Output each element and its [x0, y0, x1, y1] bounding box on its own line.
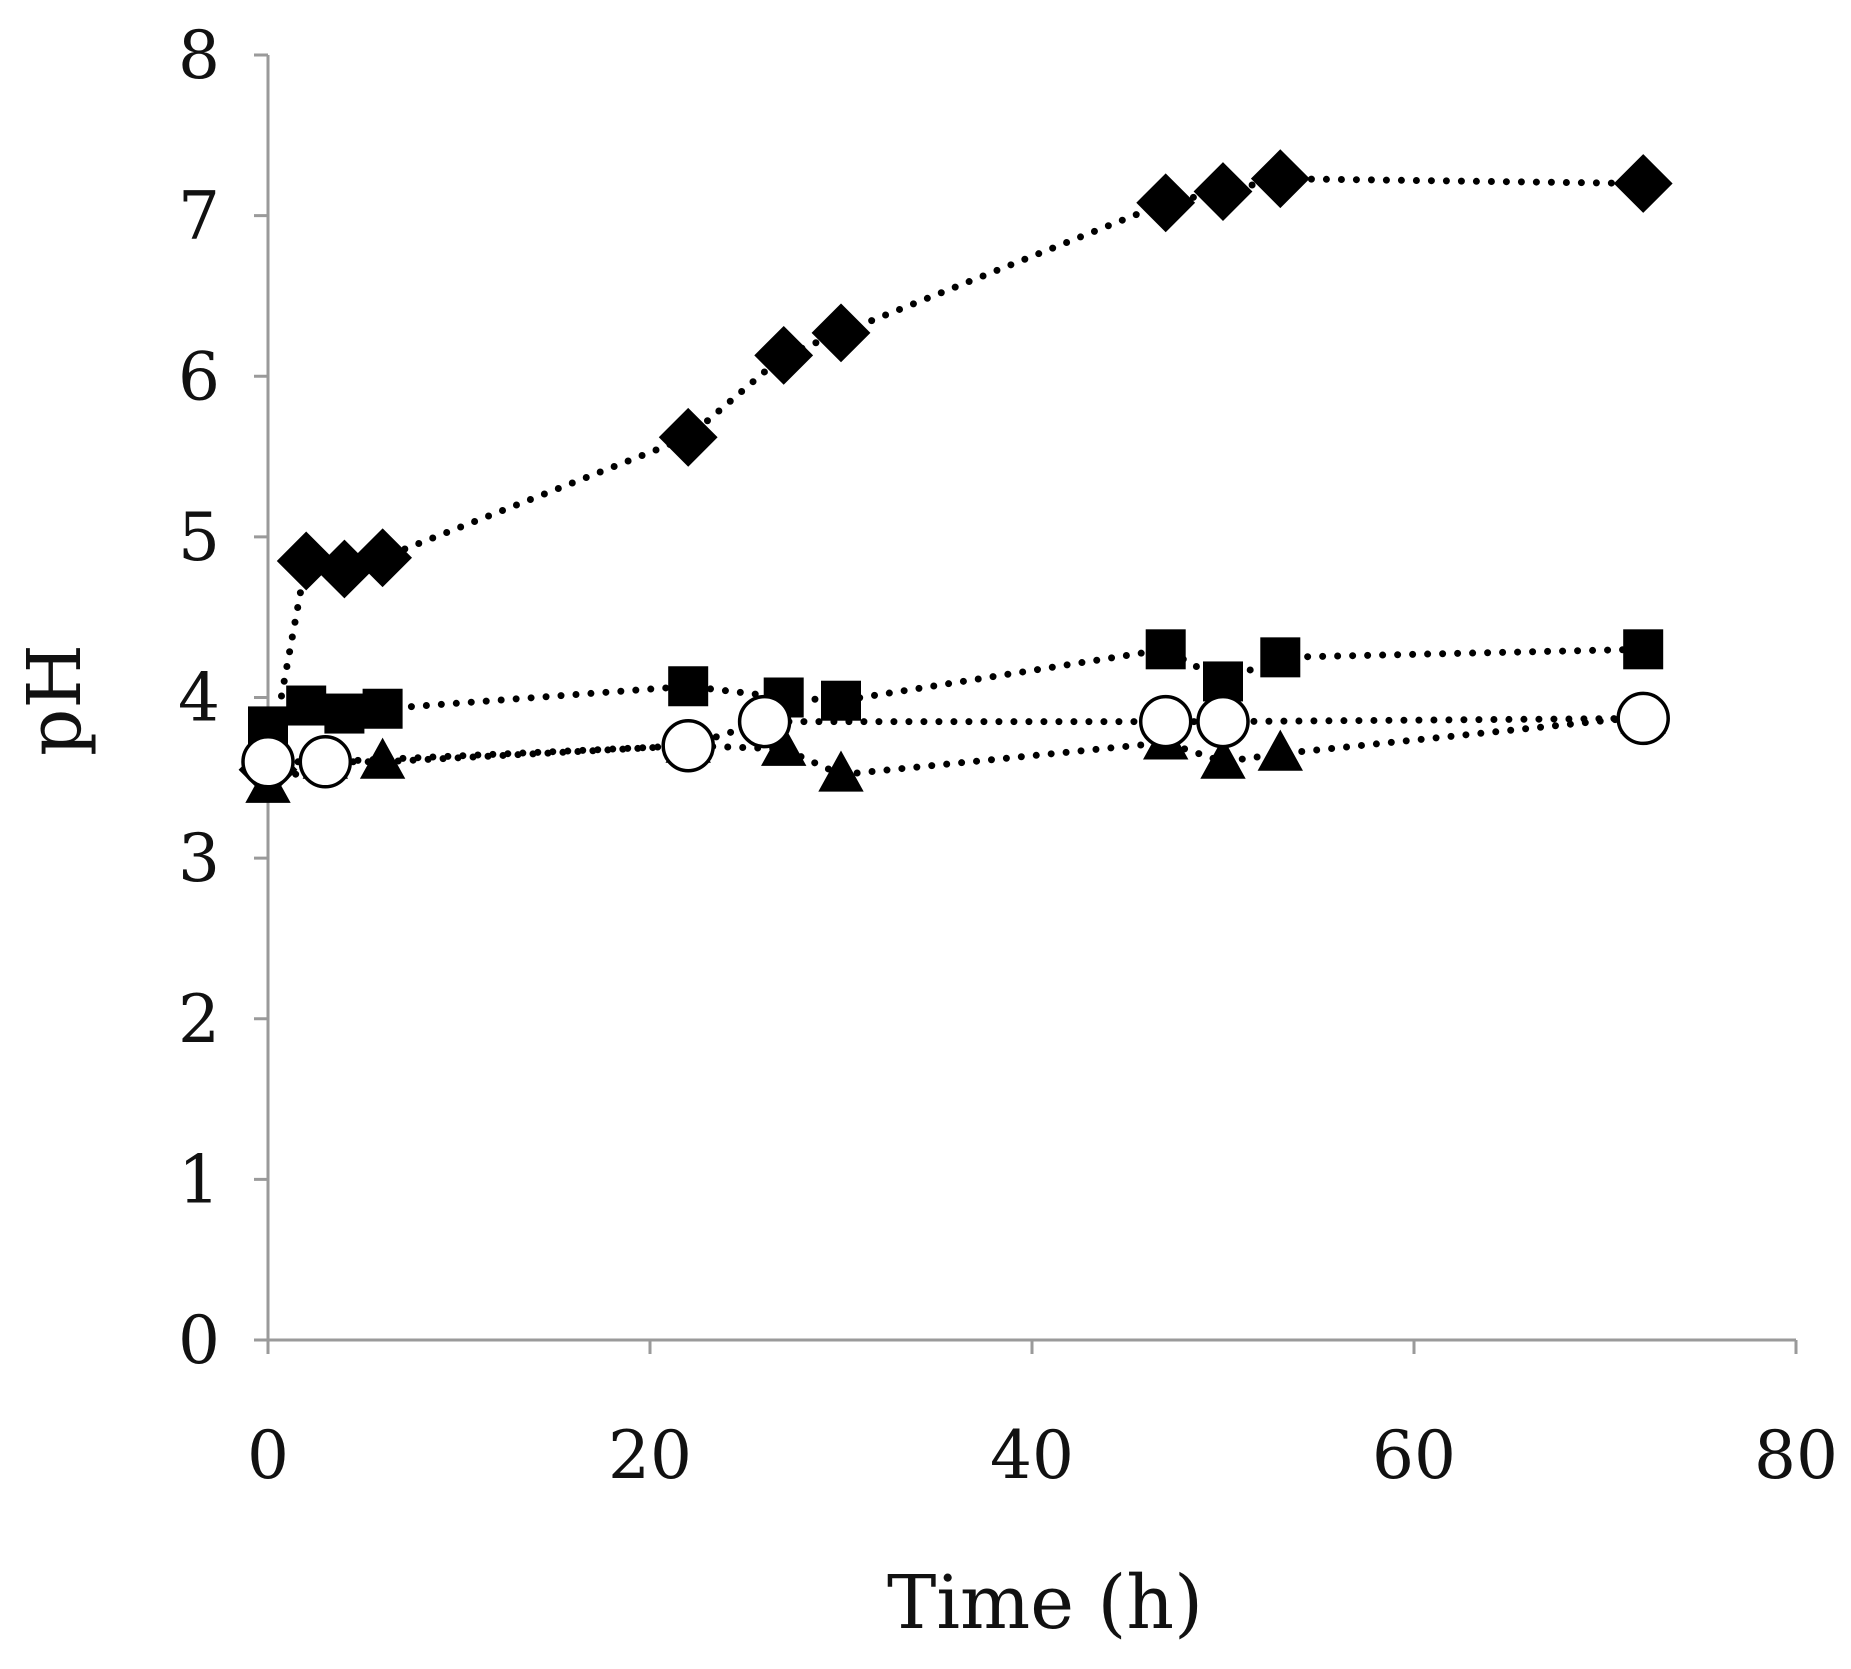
y-tick-label: 2: [178, 981, 220, 1058]
data-point-diamond: [1613, 154, 1673, 213]
data-point-circle: [1138, 694, 1193, 749]
data-point-diamond: [1250, 149, 1310, 209]
x-tick-label: 60: [1372, 1417, 1456, 1494]
series-filled-triangle: [245, 692, 1666, 803]
data-point-square: [1145, 629, 1186, 670]
data-point-square: [1623, 629, 1664, 670]
data-point-square: [821, 680, 861, 721]
series-open-circle: [241, 691, 1670, 789]
x-tick-label: 0: [247, 1417, 289, 1494]
series-line-filled-triangle: [264, 713, 1647, 790]
data-point-triangle: [818, 750, 864, 792]
data-point-square: [1260, 637, 1301, 678]
data-point-square: [324, 693, 365, 734]
data-point-square: [668, 666, 709, 707]
y-tick-label: 0: [178, 1302, 220, 1379]
y-tick-label: 7: [178, 178, 220, 255]
series-filled-square: [248, 629, 1664, 747]
data-point-circle: [241, 735, 295, 789]
series-line-filled-square: [264, 645, 1647, 730]
y-tick-label: 8: [178, 17, 220, 94]
x-tick-label: 40: [990, 1417, 1074, 1494]
data-point-square: [362, 688, 403, 729]
data-point-triangle: [1200, 737, 1246, 779]
data-point-circle: [1196, 694, 1250, 749]
data-point-circle: [661, 718, 715, 773]
data-point-square: [286, 685, 327, 726]
data-point-diamond: [1193, 162, 1253, 221]
x-tick-label: 20: [608, 1417, 692, 1494]
series-layer: [238, 149, 1673, 803]
data-point-diamond: [658, 407, 718, 467]
data-point-square: [1203, 661, 1243, 702]
data-point-diamond: [754, 325, 814, 385]
data-point-diamond: [353, 528, 413, 588]
y-tick-label: 3: [178, 820, 220, 897]
data-point-diamond: [811, 303, 871, 363]
data-point-diamond: [1136, 173, 1196, 233]
data-point-circle: [737, 694, 792, 749]
data-point-circle: [1616, 691, 1670, 746]
y-tick-label: 6: [178, 338, 220, 415]
y-tick-label: 5: [178, 499, 220, 576]
y-tick-label: 1: [178, 1141, 220, 1218]
y-tick-label: 4: [178, 660, 220, 737]
x-axis-title: Time (h): [887, 1560, 1203, 1646]
data-point-triangle: [1257, 729, 1303, 771]
y-axis-title: pH: [12, 644, 98, 756]
data-point-diamond: [276, 531, 336, 591]
series-line-filled-diamond: [264, 175, 1647, 774]
data-point-circle: [298, 735, 353, 789]
x-tick-label: 80: [1754, 1417, 1838, 1494]
